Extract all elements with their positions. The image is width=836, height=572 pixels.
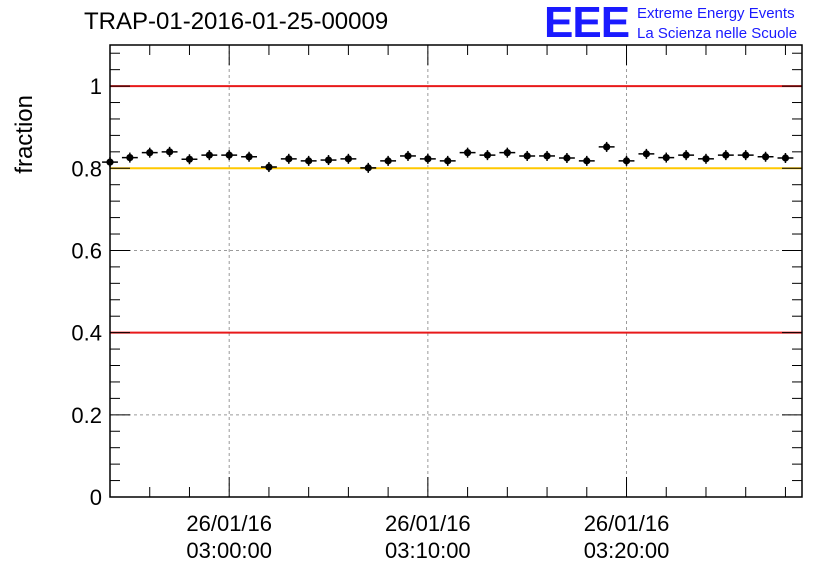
- point-marker: [126, 153, 134, 162]
- data-point: [459, 147, 476, 158]
- data-point: [698, 153, 714, 164]
- data-point: [400, 150, 416, 161]
- data-point: [539, 150, 555, 161]
- data-point: [141, 147, 158, 158]
- y-tick-label: 0.4: [71, 321, 102, 346]
- data-point: [241, 151, 257, 162]
- data-point: [658, 152, 675, 163]
- y-axis-label: fraction: [11, 95, 38, 174]
- data-point: [439, 155, 456, 166]
- data-point: [360, 162, 377, 173]
- reference-lines: [110, 85, 802, 334]
- point-marker: [285, 155, 293, 163]
- x-tick-date-label: 26/01/16: [385, 511, 471, 536]
- point-marker: [344, 155, 352, 163]
- point-marker: [424, 155, 432, 163]
- data-point: [479, 150, 496, 161]
- data-point: [578, 155, 595, 166]
- point-marker: [225, 151, 233, 159]
- point-marker: [742, 151, 750, 159]
- axis-labels: 00.20.40.60.8126/01/1603:00:0026/01/1603…: [11, 74, 669, 563]
- data-point: [618, 155, 635, 166]
- data-point: [260, 162, 277, 173]
- point-marker: [523, 152, 531, 160]
- point-marker: [106, 158, 114, 166]
- data-point: [102, 157, 118, 168]
- data-point: [777, 153, 794, 163]
- point-marker: [781, 154, 790, 162]
- eee-logo-line2: La Scienza nelle Scuole: [637, 25, 798, 42]
- point-marker: [603, 143, 611, 151]
- data-point: [121, 152, 138, 163]
- point-marker: [205, 151, 213, 159]
- point-marker: [503, 149, 511, 157]
- point-marker: [583, 157, 591, 165]
- eee-logo: EEE Extreme Energy Events La Scienza nel…: [544, 0, 834, 47]
- data-point: [280, 153, 297, 164]
- y-tick-label: 0.2: [71, 403, 102, 428]
- point-marker: [185, 155, 194, 163]
- x-tick-time-label: 03:00:00: [186, 538, 272, 563]
- data-point: [380, 155, 397, 166]
- data-point: [519, 150, 536, 161]
- eee-logo-line1: Extreme Energy Events: [637, 5, 795, 22]
- point-marker: [165, 148, 174, 156]
- data-point: [499, 147, 516, 158]
- data-point: [717, 150, 734, 161]
- point-marker: [642, 150, 650, 158]
- plot-frame: [109, 44, 803, 498]
- x-tick-date-label: 26/01/16: [584, 511, 670, 536]
- y-tick-label: 1: [90, 74, 102, 99]
- data-point: [340, 153, 357, 164]
- point-marker: [444, 157, 452, 165]
- point-marker: [463, 149, 472, 157]
- data-point: [320, 155, 337, 166]
- point-marker: [563, 154, 571, 162]
- x-tick-time-label: 03:20:00: [584, 538, 670, 563]
- data-point: [737, 150, 754, 161]
- axes: [109, 44, 803, 498]
- point-marker: [722, 151, 730, 159]
- point-marker: [305, 157, 313, 165]
- point-marker: [543, 152, 551, 160]
- point-marker: [384, 157, 392, 165]
- point-marker: [364, 164, 372, 172]
- point-marker: [324, 156, 333, 164]
- grid-layer: [110, 45, 802, 497]
- chart-title: TRAP-01-2016-01-25-00009: [84, 8, 389, 35]
- data-point: [757, 151, 774, 162]
- data-point: [300, 155, 317, 166]
- data-point: [181, 154, 198, 165]
- point-marker: [682, 151, 690, 159]
- data-point: [558, 153, 575, 163]
- data-point: [221, 150, 238, 161]
- y-tick-label: 0: [90, 485, 102, 510]
- data-point: [201, 150, 218, 161]
- y-tick-label: 0.8: [71, 156, 102, 181]
- x-tick-date-label: 26/01/16: [186, 511, 272, 536]
- point-marker: [265, 163, 273, 171]
- point-marker: [622, 157, 631, 165]
- point-marker: [146, 149, 154, 157]
- data-point: [598, 141, 615, 152]
- y-tick-label: 0.6: [71, 238, 102, 263]
- data-point: [678, 150, 695, 161]
- point-marker: [761, 153, 770, 161]
- data-series: [102, 141, 794, 173]
- data-point: [161, 146, 178, 157]
- point-marker: [702, 155, 710, 163]
- point-marker: [245, 153, 253, 161]
- data-point: [419, 153, 436, 164]
- data-point: [638, 148, 655, 159]
- point-marker: [662, 153, 670, 162]
- point-marker: [483, 151, 492, 159]
- point-marker: [404, 152, 412, 160]
- x-tick-time-label: 03:10:00: [385, 538, 471, 563]
- eee-logo-mark: EEE: [544, 0, 630, 47]
